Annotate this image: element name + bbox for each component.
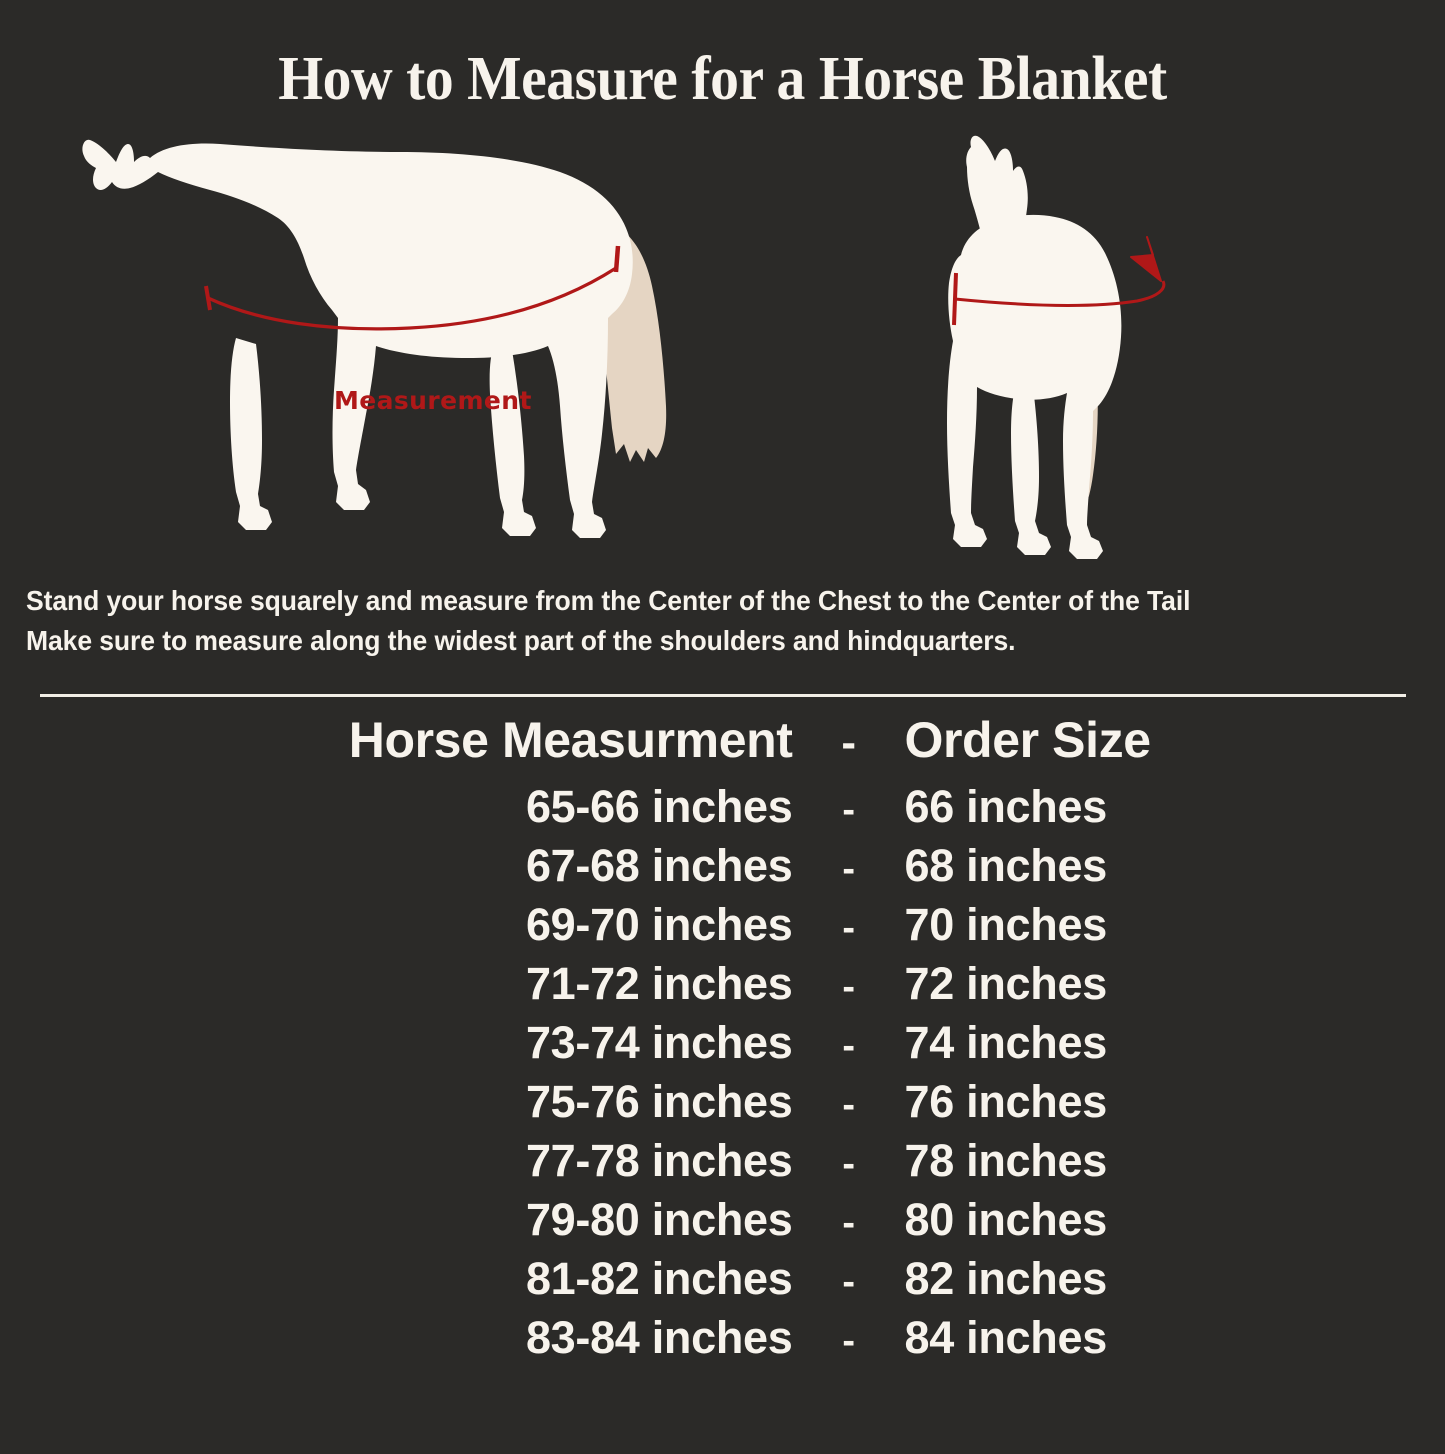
cell-dash: -: [842, 1261, 855, 1304]
table-row: 71-72 inches - 72 inches: [0, 954, 1445, 1013]
rear-measurement-arrowhead: [1130, 236, 1162, 282]
instructions-line-1: Stand your horse squarely and measure fr…: [26, 585, 1191, 616]
cell-horse-measurement: 79-80 inches: [525, 1194, 793, 1246]
cell-dash: -: [842, 1084, 855, 1127]
cell-dash: -: [842, 966, 855, 1009]
column-header-size: Order Size: [904, 712, 1152, 769]
table-row: 75-76 inches - 76 inches: [0, 1072, 1445, 1131]
horse-rear-leg-far: [1011, 381, 1051, 555]
cell-horse-measurement: 69-70 inches: [525, 899, 793, 951]
horse-side-view-icon: [82, 139, 667, 538]
cell-horse-measurement: 75-76 inches: [525, 1076, 793, 1128]
cell-order-size: 84 inches: [904, 1312, 1108, 1364]
cell-dash: -: [842, 907, 855, 950]
cell-horse-measurement: 67-68 inches: [525, 840, 793, 892]
table-row: 65-66 inches - 66 inches: [0, 777, 1445, 836]
rear-measurement-line: [954, 280, 1166, 307]
table-row: 73-74 inches - 74 inches: [0, 1013, 1445, 1072]
instructions-text: Stand your horse squarely and measure fr…: [26, 581, 1370, 660]
column-header-dash: -: [841, 718, 856, 768]
cell-order-size: 82 inches: [904, 1253, 1108, 1305]
cell-order-size: 72 inches: [904, 958, 1108, 1010]
measurement-chest-tick: [204, 285, 212, 311]
horse-body-shape: [82, 139, 633, 538]
horse-rear-view-icon: [947, 135, 1166, 560]
table-row: 67-68 inches - 68 inches: [0, 836, 1445, 895]
cell-dash: -: [842, 1143, 855, 1186]
cell-order-size: 78 inches: [904, 1135, 1108, 1187]
cell-order-size: 66 inches: [904, 781, 1108, 833]
instructions-line-2: Make sure to measure along the widest pa…: [26, 624, 1016, 656]
cell-order-size: 68 inches: [904, 840, 1108, 892]
horse-front-leg-far: [230, 338, 272, 530]
size-chart-table: Horse Measurment - Order Size 65-66 inch…: [0, 715, 1445, 1367]
cell-order-size: 76 inches: [904, 1076, 1108, 1128]
column-header-measurement: Horse Measurment: [348, 712, 793, 769]
cell-order-size: 70 inches: [904, 899, 1108, 951]
cell-horse-measurement: 77-78 inches: [525, 1135, 793, 1187]
section-divider: [40, 694, 1406, 698]
measurement-label: Measurement: [334, 386, 532, 415]
table-body: 65-66 inches - 66 inches 67-68 inches - 68 in…: [0, 777, 1445, 1367]
cell-horse-measurement: 81-82 inches: [525, 1253, 793, 1305]
table-row: 79-80 inches - 80 inches: [0, 1190, 1445, 1249]
cell-dash: -: [842, 789, 855, 832]
table-row: 77-78 inches - 78 inches: [0, 1131, 1445, 1190]
table-row: 83-84 inches - 84 inches: [0, 1308, 1445, 1367]
table-header-row: Horse Measurment - Order Size: [0, 715, 1445, 765]
measurement-arc: [207, 266, 617, 331]
cell-dash: -: [842, 848, 855, 891]
cell-order-size: 74 inches: [904, 1017, 1108, 1069]
measurement-tail-tick: [613, 245, 621, 273]
horse-hind-leg-far: [489, 346, 536, 536]
cell-order-size: 80 inches: [904, 1194, 1108, 1246]
cell-horse-measurement: 73-74 inches: [525, 1017, 793, 1069]
cell-dash: -: [842, 1320, 855, 1363]
illustration-band: Measurement: [0, 118, 1445, 563]
page-title: How to Measure for a Horse Blanket: [278, 45, 1167, 113]
cell-horse-measurement: 83-84 inches: [525, 1312, 793, 1364]
rear-measurement-tick: [952, 272, 958, 326]
table-row: 81-82 inches - 82 inches: [0, 1249, 1445, 1308]
cell-horse-measurement: 65-66 inches: [525, 781, 793, 833]
cell-dash: -: [842, 1025, 855, 1068]
table-row: 69-70 inches - 70 inches: [0, 895, 1445, 954]
cell-horse-measurement: 71-72 inches: [525, 958, 793, 1010]
cell-dash: -: [842, 1202, 855, 1245]
